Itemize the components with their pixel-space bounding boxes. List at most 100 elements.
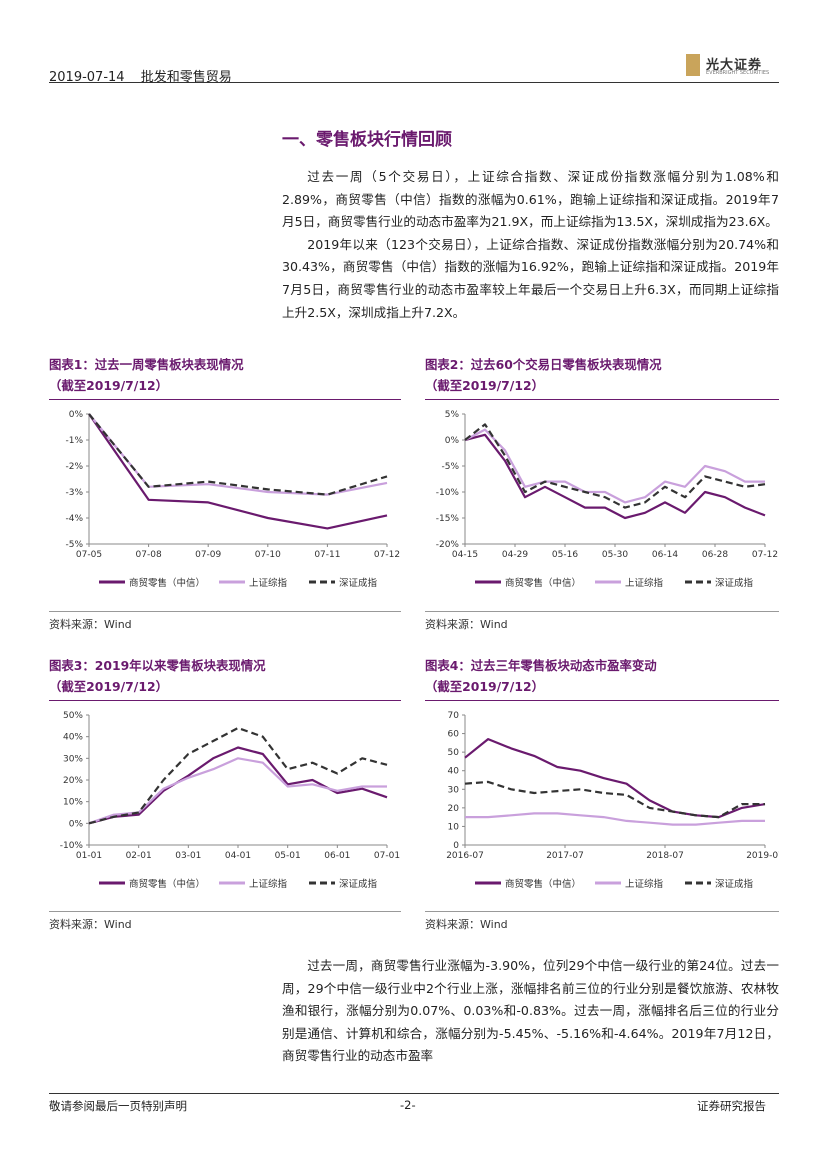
figure-1-source: 资料来源：Wind bbox=[49, 618, 132, 631]
x-tick-label: 2018-07 bbox=[646, 851, 684, 861]
y-tick-label: -15% bbox=[436, 514, 460, 524]
header-industry: 批发和零售贸易 bbox=[140, 70, 232, 85]
y-tick-label: -4% bbox=[65, 514, 83, 524]
y-tick-label: 5% bbox=[445, 410, 460, 420]
x-tick-label: 07-09 bbox=[195, 550, 221, 560]
y-tick-label: 60 bbox=[448, 730, 460, 740]
logo-en: EVERBRIGHT SECURITIES bbox=[706, 70, 770, 76]
figure-4-title: 图表4：过去三年零售板块动态市盈率变动 （截至2019/7/12） bbox=[425, 655, 657, 697]
legend-label-1: 商贸零售（中信） bbox=[129, 577, 205, 589]
figure-2-subtitle: （截至2019/7/12） bbox=[425, 378, 544, 393]
x-tick-label: 05-01 bbox=[275, 851, 301, 861]
series-line-1 bbox=[88, 413, 388, 530]
x-tick-label: 06-28 bbox=[702, 550, 728, 560]
legend-label-2: 上证综指 bbox=[249, 878, 288, 890]
x-tick-label: 07-10 bbox=[255, 550, 281, 560]
x-tick-label: 07-01 bbox=[374, 851, 400, 861]
x-tick-label: 04-29 bbox=[502, 550, 528, 560]
legend-label-1: 商贸零售（中信） bbox=[505, 878, 581, 890]
header-divider bbox=[49, 82, 779, 83]
legend-label-3: 深证成指 bbox=[715, 577, 754, 589]
figure-4-source: 资料来源：Wind bbox=[425, 918, 508, 931]
figure-4-rule bbox=[425, 700, 779, 701]
x-tick-label: 05-16 bbox=[552, 550, 578, 560]
legend-label-3: 深证成指 bbox=[715, 878, 754, 890]
figure-4-source-rule bbox=[425, 911, 779, 912]
figure-4-title-text: 图表4：过去三年零售板块动态市盈率变动 bbox=[425, 658, 657, 673]
x-tick-label: 2016-07 bbox=[446, 851, 484, 861]
series-line-3 bbox=[88, 413, 388, 496]
figure-1-source-rule bbox=[49, 611, 401, 612]
figure-3-source-rule bbox=[49, 911, 401, 912]
summary-paragraphs: 过去一周（5个交易日），上证综合指数、深证成份指数涨幅分别为1.08%和2.89… bbox=[282, 166, 779, 324]
x-tick-label: 06-01 bbox=[324, 851, 350, 861]
figure-1-rule bbox=[49, 399, 401, 400]
y-tick-label: 20 bbox=[448, 804, 460, 814]
series-line-2 bbox=[464, 428, 765, 504]
legend-label-1: 商贸零售（中信） bbox=[129, 878, 205, 890]
legend-label-3: 深证成指 bbox=[339, 878, 378, 890]
paragraph-3: 过去一周，商贸零售行业涨幅为-3.90%，位列29个中信一级行业的第24位。过去… bbox=[282, 958, 779, 1064]
series-line-3 bbox=[464, 780, 765, 819]
y-tick-label: 70 bbox=[448, 711, 460, 721]
figure-3-title-text: 图表3：2019年以来零售板块表现情况 bbox=[49, 658, 266, 673]
footer-divider bbox=[49, 1093, 779, 1094]
figure-3-subtitle: （截至2019/7/12） bbox=[49, 679, 168, 694]
header-date: 2019-07-14 bbox=[49, 70, 125, 85]
y-tick-label: 30% bbox=[63, 754, 83, 764]
paragraph-2: 2019年以来（123个交易日），上证综合指数、深证成份指数涨幅分别为20.74… bbox=[282, 236, 779, 320]
x-tick-label: 01-01 bbox=[76, 851, 102, 861]
y-tick-label: 30 bbox=[448, 785, 460, 795]
figure-4-subtitle: （截至2019/7/12） bbox=[425, 679, 544, 694]
x-tick-label: 02-01 bbox=[126, 851, 152, 861]
industry-paragraph: 过去一周，商贸零售行业涨幅为-3.90%，位列29个中信一级行业的第24位。过去… bbox=[282, 955, 779, 1068]
header: 2019-07-14 批发和零售贸易 bbox=[49, 66, 244, 85]
series-line-3 bbox=[88, 726, 388, 825]
y-tick-label: 40% bbox=[63, 733, 83, 743]
chart-1: 0% -1% -2% -3% -4% -5%07-05 07-08 07-09 07-10 07-… bbox=[65, 410, 400, 589]
logo-mark-icon bbox=[686, 54, 700, 76]
legend-label-2: 上证综指 bbox=[625, 878, 664, 890]
chart-3: 50% 40% 30% 20% 10% 0% -10%01-01 02-01 03-01 04-0… bbox=[60, 711, 400, 890]
x-tick-label: 04-01 bbox=[225, 851, 251, 861]
y-tick-label: -10% bbox=[60, 841, 84, 851]
x-tick-label: 2017-07 bbox=[546, 851, 584, 861]
x-tick-label: 04-15 bbox=[452, 550, 478, 560]
y-tick-label: 50 bbox=[448, 748, 460, 758]
section-title: 一、零售板块行情回顾 bbox=[282, 130, 452, 150]
y-tick-label: -5% bbox=[441, 462, 459, 472]
series-line-1 bbox=[88, 746, 388, 825]
footer-disclaimer: 敬请参阅最后一页特别声明 bbox=[49, 1099, 187, 1113]
x-tick-label: 07-11 bbox=[314, 550, 340, 560]
figure-1-subtitle: （截至2019/7/12） bbox=[49, 378, 168, 393]
figure-2-source-rule bbox=[425, 611, 779, 612]
legend-label-1: 商贸零售（中信） bbox=[505, 577, 581, 589]
series-line-1 bbox=[464, 737, 766, 819]
x-tick-label: 2019-07 bbox=[746, 851, 779, 861]
figure-3-source: 资料来源：Wind bbox=[49, 918, 132, 931]
y-tick-label: -10% bbox=[436, 488, 460, 498]
page-number: -2- bbox=[400, 1098, 416, 1112]
x-tick-label: 07-12 bbox=[374, 550, 400, 560]
figure-2-title: 图表2：过去60个交易日零售板块表现情况 （截至2019/7/12） bbox=[425, 354, 662, 396]
logo-cn: 光大证券 bbox=[706, 58, 763, 73]
figure-2-title-text: 图表2：过去60个交易日零售板块表现情况 bbox=[425, 357, 662, 372]
figure-1-title-text: 图表1：过去一周零售板块表现情况 bbox=[49, 357, 244, 372]
x-tick-label: 05-30 bbox=[602, 550, 628, 560]
y-tick-label: 10 bbox=[448, 822, 460, 832]
y-tick-label: 40 bbox=[448, 767, 460, 777]
footer-report-type: 证券研究报告 bbox=[697, 1099, 766, 1113]
x-tick-label: 07-05 bbox=[76, 550, 102, 560]
figure-3-rule bbox=[49, 700, 401, 701]
x-tick-label: 06-14 bbox=[652, 550, 678, 560]
y-tick-label: -3% bbox=[65, 488, 83, 498]
y-tick-label: 0 bbox=[453, 841, 459, 851]
y-tick-label: 10% bbox=[63, 798, 83, 808]
series-line-2 bbox=[465, 812, 765, 826]
y-tick-label: 0% bbox=[69, 819, 84, 829]
x-tick-label: 07-08 bbox=[136, 550, 162, 560]
y-tick-label: 20% bbox=[63, 776, 83, 786]
figure-2-source: 资料来源：Wind bbox=[425, 618, 508, 631]
figure-1-title: 图表1：过去一周零售板块表现情况 （截至2019/7/12） bbox=[49, 354, 243, 396]
